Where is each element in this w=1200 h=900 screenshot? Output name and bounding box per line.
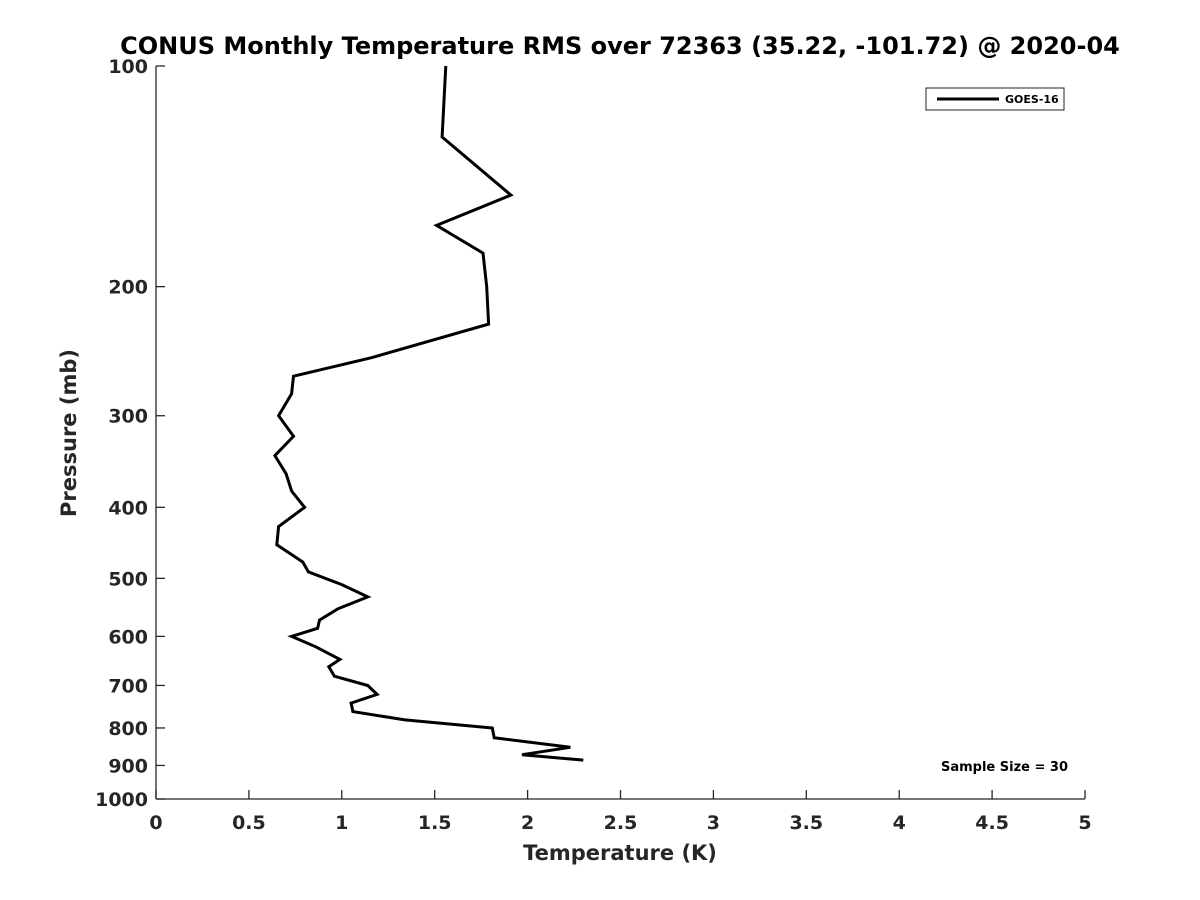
- y-tick-label: 900: [108, 755, 148, 777]
- y-tick-label: 700: [108, 675, 148, 697]
- series-line-goes-16: [273, 65, 584, 762]
- sample-size-annotation: Sample Size = 30: [941, 760, 1068, 775]
- legend-entry-goes-16: GOES-16: [1005, 93, 1059, 106]
- y-tick-label: 100: [108, 56, 148, 78]
- x-axis-label: Temperature (K): [523, 841, 717, 865]
- x-tick-label: 1.5: [418, 812, 452, 834]
- y-tick-label: 600: [108, 626, 148, 648]
- y-tick-label: 300: [108, 406, 148, 428]
- x-tick-label: 2: [521, 812, 534, 834]
- x-axis-ticks: 0 0.5 1 1.5 2 2.5 3 3.5 4 4.5 5: [149, 790, 1092, 834]
- x-tick-label: 0.5: [232, 812, 266, 834]
- x-tick-label: 5: [1078, 812, 1091, 834]
- x-tick-label: 4.5: [975, 812, 1009, 834]
- legend: GOES-16: [925, 87, 1065, 111]
- y-axis-label: Pressure (mb): [57, 349, 81, 517]
- y-tick-label: 1000: [95, 789, 148, 811]
- x-tick-label: 2.5: [604, 812, 638, 834]
- x-tick-label: 3.5: [789, 812, 823, 834]
- x-tick-label: 1: [335, 812, 348, 834]
- y-tick-label: 500: [108, 568, 148, 590]
- y-tick-label: 800: [108, 718, 148, 740]
- chart-title: CONUS Monthly Temperature RMS over 72363…: [120, 32, 1120, 60]
- y-tick-label: 200: [108, 277, 148, 299]
- x-tick-label: 0: [149, 812, 162, 834]
- x-tick-label: 3: [707, 812, 720, 834]
- y-axis-ticks: 100 200 300 400 500 600 700 800 900 1000: [95, 56, 165, 811]
- y-tick-label: 400: [108, 497, 148, 519]
- series-layer: [273, 65, 584, 762]
- x-tick-label: 4: [893, 812, 906, 834]
- plot-area: [156, 66, 1085, 799]
